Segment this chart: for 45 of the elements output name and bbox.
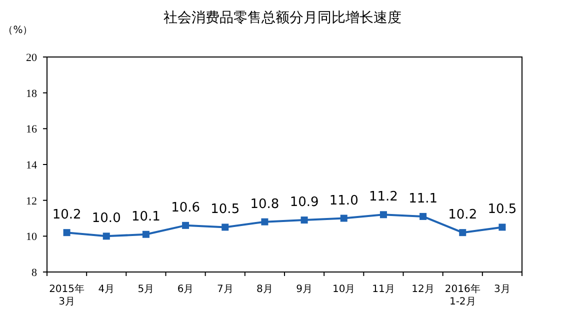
x-tick-label: 7月 <box>216 284 234 295</box>
x-tick-label: 11月 <box>372 284 395 295</box>
y-tick-label: 18 <box>26 88 38 100</box>
y-axis-title: （%） <box>3 25 33 36</box>
x-tick-label: 6月 <box>177 284 194 295</box>
data-label: 10.5 <box>488 202 517 218</box>
data-label: 10.5 <box>210 202 240 218</box>
x-tick-label: 10月 <box>332 284 356 295</box>
data-label: 10.2 <box>52 208 82 223</box>
point <box>222 224 229 231</box>
point <box>380 211 387 218</box>
y-tick-label: 8 <box>32 267 38 279</box>
data-label: 10.9 <box>290 195 319 210</box>
data-label: 10.8 <box>250 196 280 212</box>
data-label: 11.1 <box>408 191 438 206</box>
x-tick-label: 8月 <box>256 284 273 295</box>
point <box>420 212 427 220</box>
data-label: 11.2 <box>368 190 398 205</box>
data-label: 10.0 <box>92 211 121 226</box>
point <box>498 224 506 231</box>
point <box>340 214 348 222</box>
data-label: 11.0 <box>329 193 358 208</box>
point <box>142 230 150 238</box>
data-label: 10.1 <box>131 209 160 224</box>
point <box>182 222 190 229</box>
point <box>300 216 308 224</box>
point <box>63 229 70 236</box>
point <box>459 229 466 236</box>
y-tick-label: 10 <box>26 231 38 244</box>
data-label: 10.6 <box>171 200 200 216</box>
y-tick-label: 12 <box>26 195 37 208</box>
chart-title: 社会消费品零售总额分月同比增长速度 <box>164 10 402 26</box>
x-tick-label: 4月 <box>98 284 115 295</box>
data-label: 10.2 <box>448 208 478 223</box>
y-tick-label: 14 <box>26 160 38 172</box>
x-tick-label: 2016年 1-2月 <box>444 283 480 308</box>
x-tick-label: 9月 <box>296 284 312 295</box>
x-tick-label: 3月 <box>494 284 510 295</box>
point <box>261 218 268 226</box>
x-tick-label: 12月 <box>412 284 434 295</box>
y-tick-label: 16 <box>26 124 38 136</box>
x-tick-label: 2015年 3月 <box>49 283 85 308</box>
y-tick-label: 20 <box>26 52 38 64</box>
x-tick-label: 5月 <box>138 284 154 295</box>
point <box>102 232 110 240</box>
